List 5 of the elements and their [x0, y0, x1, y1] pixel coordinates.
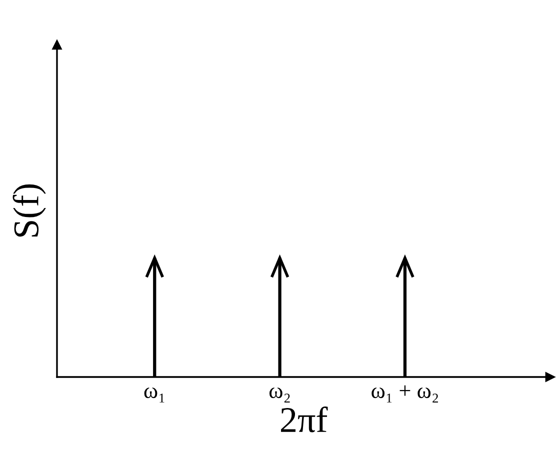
y-axis-title: S(f)	[12, 184, 46, 237]
x-tick-label: ω₁	[144, 388, 164, 402]
x-tick-label: ω₂	[269, 388, 290, 402]
x-axis-title: 2πf	[281, 406, 328, 432]
x-tick-label: ω₁ + ω₂	[372, 385, 438, 402]
